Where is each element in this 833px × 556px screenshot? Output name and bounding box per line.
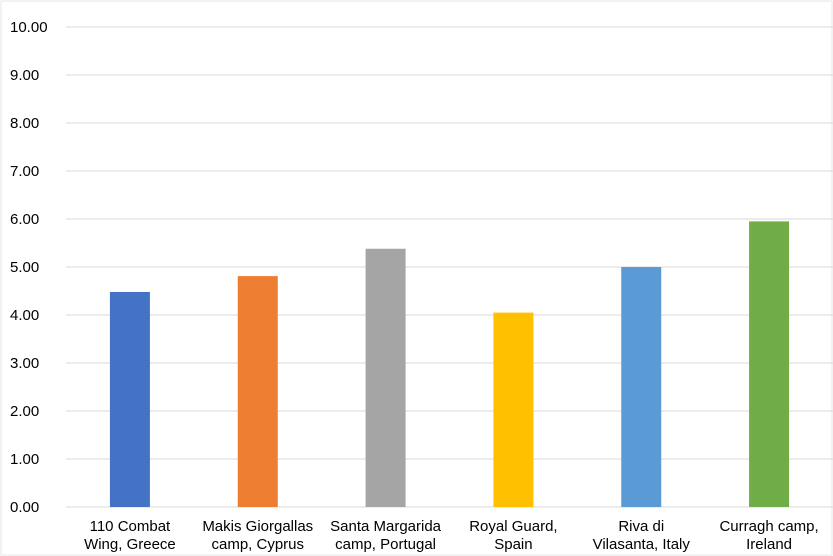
x-category-label-line: 110 Combat (90, 518, 171, 535)
bar (365, 248, 406, 507)
x-category-label: Curragh camp, Ireland (719, 518, 818, 553)
bar (621, 267, 662, 507)
y-tick-label: 3.00 (10, 355, 39, 372)
x-category-label-line: Santa Margarida (330, 518, 442, 535)
y-tick-label: 7.00 (10, 163, 39, 180)
x-category-label-line: Wing, Greece (84, 536, 176, 553)
y-tick-label: 1.00 (10, 451, 39, 468)
x-category-label-line: Spain (494, 536, 532, 553)
x-category-label-line: Curragh camp, (719, 518, 818, 535)
x-category-label-line: camp, Cyprus (211, 536, 304, 553)
gridlines (66, 26, 833, 508)
x-category-label-line: Ireland (746, 536, 792, 553)
y-tick-label: 9.00 (10, 67, 39, 84)
y-tick-label: 6.00 (10, 211, 39, 228)
bar (749, 221, 790, 507)
bar (237, 276, 278, 507)
bars (109, 221, 790, 507)
y-tick-label: 2.00 (10, 403, 39, 420)
x-category-label: Royal Guard, Spain (469, 518, 557, 553)
x-category-label-line: camp, Portugal (335, 536, 436, 553)
y-tick-label: 10.00 (10, 19, 48, 36)
y-tick-label: 0.00 (10, 499, 39, 516)
y-tick-label: 4.00 (10, 307, 39, 324)
y-axis-tick-labels: 0.00 1.00 2.00 3.00 4.00 5.00 6.00 7.00 8.00 9.00… (10, 19, 48, 516)
x-category-label-line: Vilasanta, Italy (593, 536, 691, 553)
y-tick-label: 5.00 (10, 259, 39, 276)
x-category-label-line: Riva di (618, 518, 664, 535)
x-category-label: Santa Margarida camp, Portugal (330, 518, 442, 553)
x-category-label: 110 Combat Wing, Greece (84, 518, 176, 553)
x-category-label: Makis Giorgallas camp, Cyprus (202, 518, 313, 553)
bar (493, 312, 534, 507)
y-tick-label: 8.00 (10, 115, 39, 132)
x-category-label: Riva di Vilasanta, Italy (593, 518, 691, 553)
x-category-label-line: Royal Guard, (469, 518, 557, 535)
bar (109, 291, 150, 507)
x-category-label-line: Makis Giorgallas (202, 518, 313, 535)
